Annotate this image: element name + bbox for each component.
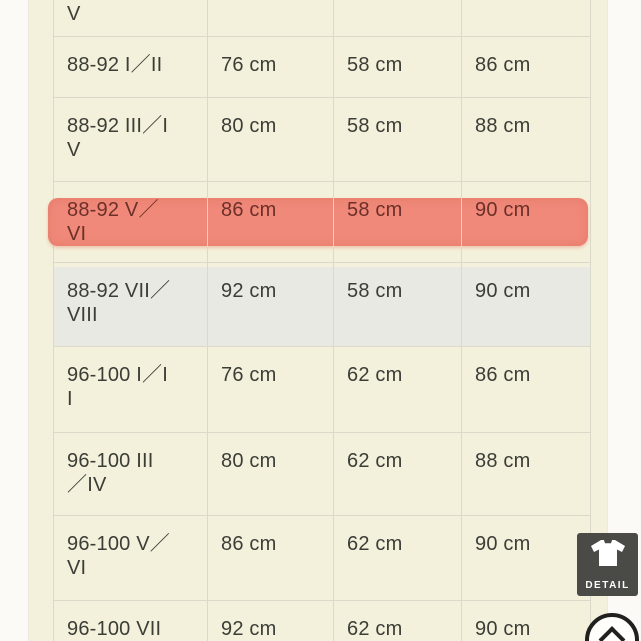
measurement-cell: 58 cm — [334, 37, 462, 97]
size-label-line: VI — [67, 557, 87, 579]
size-label-line: I — [67, 388, 73, 410]
detail-badge-label: DETAIL — [585, 580, 630, 591]
size-label-cell: V — [54, 0, 208, 36]
measurement-cell: 90 cm — [475, 618, 531, 640]
measurement-cell: 58 cm — [334, 98, 462, 181]
table-row: 96-100 I／I I 76 cm 62 cm 86 cm — [54, 347, 590, 433]
size-label-line: 96-100 VII — [67, 618, 162, 640]
size-label-cell: 96-100 III ／IV — [54, 433, 208, 515]
table-row: 96-100 V／ VI 86 cm 62 cm 90 cm — [54, 516, 590, 601]
size-label-cell: 88-92 I／II — [54, 37, 208, 97]
measurement-cell: 90 cm — [475, 280, 531, 302]
measurement-cell — [462, 0, 590, 36]
measurement-cell: 92 cm — [208, 601, 334, 641]
size-table: V 88-92 I／II 76 cm 58 cm 86 cm 88-92 III… — [48, 0, 591, 641]
measurement-cell: 62 cm — [334, 347, 462, 432]
table-row: V — [54, 0, 590, 37]
measurement-cell: 76 cm — [208, 37, 334, 97]
measurement-cell: 62 cm — [334, 516, 462, 600]
size-label-line: VIII — [67, 304, 98, 326]
measurement-cell: 92 cm — [208, 263, 334, 346]
size-label-line: VI — [67, 223, 87, 245]
size-label-cell: 88-92 VII／ VIII — [54, 263, 208, 346]
size-label-cell: 96-100 V／ VI — [54, 516, 208, 600]
table-row: 96-100 VII 92 cm 62 cm 90 cm — [54, 601, 590, 641]
measurement-cell: 58 cm — [334, 182, 462, 262]
measurement-cell: 76 cm — [208, 347, 334, 432]
size-chart-panel: V 88-92 I／II 76 cm 58 cm 86 cm 88-92 III… — [28, 0, 608, 641]
table-row: 88-92 III／I V 80 cm 58 cm 88 cm — [54, 98, 590, 182]
measurement-cell — [334, 0, 462, 36]
size-label-line: V — [67, 139, 81, 161]
size-label-line: 96-100 V／ — [67, 533, 170, 555]
table-row: 88-92 VII／ VIII 92 cm 58 cm 90 cm — [54, 263, 590, 347]
size-label-line: 96-100 III — [67, 450, 154, 472]
measurement-cell: 90 cm — [475, 199, 531, 221]
size-label-line: 96-100 I／I — [67, 364, 168, 386]
size-label-cell: 88-92 V／ VI — [54, 182, 208, 262]
measurement-cell: 80 cm — [208, 433, 334, 515]
measurement-cell: 80 cm — [208, 98, 334, 181]
measurement-cell: 88 cm — [475, 450, 531, 472]
measurement-cell: 86 cm — [208, 516, 334, 600]
measurement-cell: 86 cm — [475, 54, 531, 76]
measurement-cell: 62 cm — [334, 601, 462, 641]
measurement-cell: 86 cm — [208, 182, 334, 262]
measurement-cell: 90 cm — [475, 533, 531, 555]
measurement-cell: 88 cm — [475, 115, 531, 137]
table-row: 88-92 V／ VI 86 cm 58 cm 90 cm — [48, 182, 590, 263]
size-label-line: 88-92 I／II — [67, 54, 163, 76]
table-row: 96-100 III ／IV 80 cm 62 cm 88 cm — [54, 433, 590, 516]
size-label-cell: 88-92 III／I V — [54, 98, 208, 181]
measurement-cell: 86 cm — [475, 364, 531, 386]
measurement-cell: 58 cm — [334, 263, 462, 346]
highlight-marker — [48, 198, 588, 246]
detail-badge[interactable]: DETAIL — [577, 533, 638, 596]
table-row: 88-92 I／II 76 cm 58 cm 86 cm — [54, 37, 590, 98]
size-label-line: V — [67, 3, 81, 25]
size-label-line: 88-92 VII／ — [67, 280, 171, 302]
chevron-up-icon — [598, 626, 626, 641]
measurement-cell: 62 cm — [334, 433, 462, 515]
size-label-cell: 96-100 I／I I — [54, 347, 208, 432]
size-label-line: 88-92 V／ — [67, 199, 159, 221]
size-label-line: ／IV — [67, 474, 107, 496]
measurement-cell — [208, 0, 334, 36]
size-label-cell: 96-100 VII — [54, 601, 208, 641]
size-label-line: 88-92 III／I — [67, 115, 169, 137]
tshirt-icon — [590, 539, 626, 567]
